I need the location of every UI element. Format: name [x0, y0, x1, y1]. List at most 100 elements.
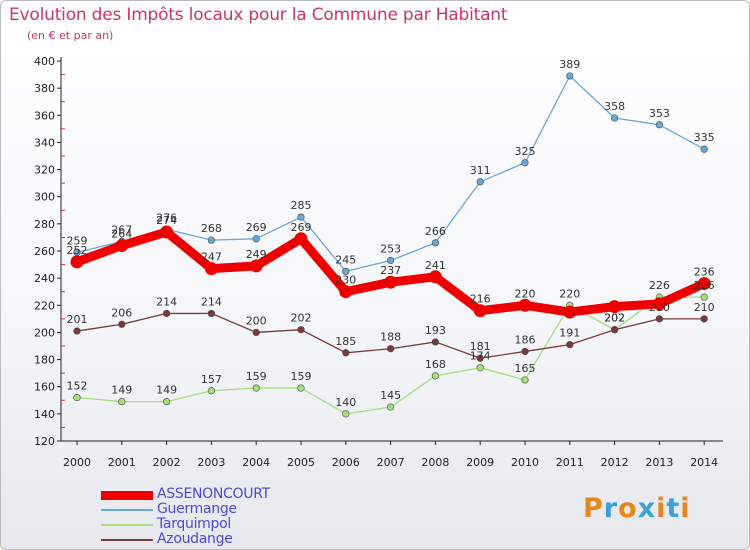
data-label-guermange: 268 [201, 222, 222, 235]
logo-letter: x [637, 493, 657, 524]
data-point-azoudange [610, 326, 619, 334]
data-point-azoudange [700, 315, 708, 323]
data-label-azoudange: 191 [559, 327, 580, 340]
data-point-azoudange [297, 326, 305, 334]
data-label-tarquimpol: 157 [201, 373, 222, 386]
data-point-assenoncourt [294, 232, 308, 246]
data-point-assenoncourt [115, 239, 129, 253]
x-tick-label: 2009 [466, 456, 494, 469]
data-point-tarquimpol [207, 387, 215, 395]
data-point-assenoncourt [70, 255, 84, 269]
data-point-azoudange [118, 320, 126, 328]
data-label-tarquimpol: 220 [559, 287, 580, 300]
y-tick-label: 400 [34, 55, 55, 68]
legend-swatch [101, 491, 153, 500]
data-point-azoudange [342, 349, 350, 357]
data-point-azoudange [521, 347, 529, 356]
proxiti-logo: Proxiti [583, 493, 691, 524]
data-label-guermange: 335 [694, 131, 715, 144]
data-label-azoudange: 202 [604, 312, 625, 325]
data-point-azoudange [207, 309, 215, 318]
data-label-azoudange: 214 [201, 295, 222, 308]
data-label-azoudange: 193 [425, 324, 446, 337]
x-tick-label: 2006 [332, 456, 360, 469]
y-tick-label: 200 [34, 326, 55, 339]
data-label-assenoncourt: 220 [515, 287, 536, 300]
data-point-tarquimpol [431, 372, 440, 380]
logo-letter: i [656, 493, 667, 524]
data-point-guermange [252, 235, 260, 243]
y-tick-label: 280 [34, 218, 55, 231]
data-point-tarquimpol [521, 376, 529, 384]
x-tick-label: 2012 [601, 456, 629, 469]
data-point-tarquimpol [476, 364, 484, 372]
data-point-assenoncourt [563, 305, 577, 319]
data-point-guermange [476, 178, 484, 186]
x-tick-label: 2003 [197, 456, 225, 469]
data-label-tarquimpol: 149 [156, 384, 177, 397]
y-tick-label: 360 [34, 109, 55, 122]
data-point-tarquimpol [73, 393, 81, 402]
data-label-guermange: 245 [335, 253, 356, 266]
data-label-azoudange: 200 [246, 314, 267, 327]
chart-subtitle: (en € et par an) [27, 29, 114, 42]
data-point-tarquimpol [297, 384, 305, 392]
data-point-azoudange [655, 315, 664, 323]
legend-label: Tarquimpol [157, 516, 231, 532]
data-label-assenoncourt: 241 [425, 259, 446, 272]
data-label-guermange: 353 [649, 107, 670, 120]
data-label-azoudange: 202 [291, 312, 312, 325]
data-label-tarquimpol: 226 [694, 279, 715, 292]
data-point-guermange [655, 121, 664, 129]
data-label-tarquimpol: 226 [649, 279, 670, 292]
data-point-guermange [431, 239, 440, 247]
data-point-assenoncourt [249, 259, 263, 273]
data-point-tarquimpol [700, 293, 708, 301]
data-label-guermange: 325 [515, 145, 536, 158]
x-tick-label: 2010 [511, 456, 539, 469]
y-tick-label: 320 [34, 164, 55, 177]
legend-label: Guermange [157, 501, 237, 517]
data-label-tarquimpol: 149 [111, 384, 132, 397]
data-label-assenoncourt: 247 [201, 251, 222, 264]
data-label-tarquimpol: 168 [425, 358, 446, 371]
data-point-tarquimpol [387, 403, 395, 411]
data-point-assenoncourt [204, 262, 218, 276]
data-label-tarquimpol: 202 [604, 312, 625, 325]
data-label-guermange: 267 [111, 224, 132, 237]
data-label-assenoncourt: 264 [111, 228, 132, 241]
data-label-azoudange: 185 [335, 335, 356, 348]
x-tick-label: 2011 [556, 456, 584, 469]
data-label-assenoncourt: 252 [67, 244, 88, 257]
data-label-assenoncourt: 249 [246, 248, 267, 261]
data-point-guermange [297, 213, 305, 221]
data-label-guermange: 285 [291, 199, 312, 212]
data-label-guermange: 311 [470, 164, 491, 177]
logo-letter: o [618, 493, 638, 524]
x-tick-label: 2000 [63, 456, 91, 469]
data-label-guermange: 269 [246, 221, 267, 234]
y-tick-label: 340 [34, 136, 55, 149]
data-point-tarquimpol [252, 384, 260, 392]
data-label-guermange: 259 [67, 234, 88, 247]
data-label-tarquimpol: 145 [380, 389, 401, 402]
data-label-guermange: 358 [604, 100, 625, 113]
y-tick-label: 180 [34, 354, 55, 367]
data-label-guermange: 276 [156, 211, 177, 224]
legend-label: Azoudange [157, 531, 233, 547]
data-point-azoudange [387, 345, 395, 353]
legend-label: ASSENONCOURT [157, 486, 270, 502]
data-point-assenoncourt [518, 298, 532, 312]
x-tick-label: 2005 [287, 456, 315, 469]
data-label-guermange: 253 [380, 243, 401, 256]
data-label-tarquimpol: 159 [291, 370, 312, 383]
data-point-azoudange [73, 327, 81, 335]
data-label-azoudange: 188 [380, 331, 401, 344]
data-point-azoudange [431, 338, 440, 346]
data-point-guermange [387, 256, 395, 265]
x-tick-label: 2002 [153, 456, 181, 469]
data-point-guermange [521, 159, 529, 167]
data-label-azoudange: 201 [67, 313, 88, 326]
